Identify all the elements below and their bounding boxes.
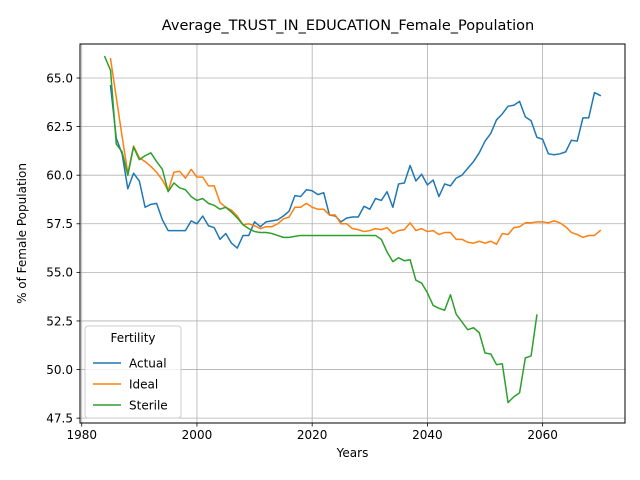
legend-box (84, 325, 182, 419)
x-tick-label: 2040 (412, 428, 443, 442)
x-tick-label: 2020 (297, 428, 328, 442)
legend-items: Actual Ideal Sterile (93, 356, 168, 412)
y-tick-label: 55.0 (46, 266, 73, 280)
x-tick-label: 1980 (66, 428, 97, 442)
y-tick-label: 47.5 (46, 411, 73, 425)
grid (80, 44, 625, 423)
series-line-sterile (103, 55, 538, 404)
y-tick-label: 60.0 (46, 168, 73, 182)
x-tick-label: 2060 (527, 428, 558, 442)
y-tick-label: 65.0 (46, 71, 73, 85)
y-tick-label: 50.0 (46, 363, 73, 377)
legend-label-ideal: Ideal (129, 377, 158, 391)
legend-label-actual: Actual (129, 356, 167, 370)
chart-title: Average_TRUST_IN_EDUCATION_Female_Popula… (162, 18, 534, 34)
legend-label-sterile: Sterile (129, 398, 168, 412)
y-axis-label: % of Female Population (15, 163, 29, 304)
y-tick-label: 52.5 (46, 314, 73, 328)
series-line-ideal (109, 57, 602, 245)
y-tick-label: 57.5 (46, 217, 73, 231)
legend: Fertility Actual Ideal Sterile (84, 325, 182, 419)
x-axis-label: Years (336, 446, 369, 460)
series-lines (103, 55, 602, 404)
plot-area-frame (79, 43, 626, 424)
y-tick-label: 62.5 (46, 120, 73, 134)
series-line-actual (109, 84, 602, 249)
axis-ticks: 1980 2000 2020 2040 2060 47.5 50.0 52.5 55.0 57.5… (46, 71, 558, 442)
x-tick-label: 2000 (182, 428, 213, 442)
legend-title: Fertility (110, 331, 155, 345)
